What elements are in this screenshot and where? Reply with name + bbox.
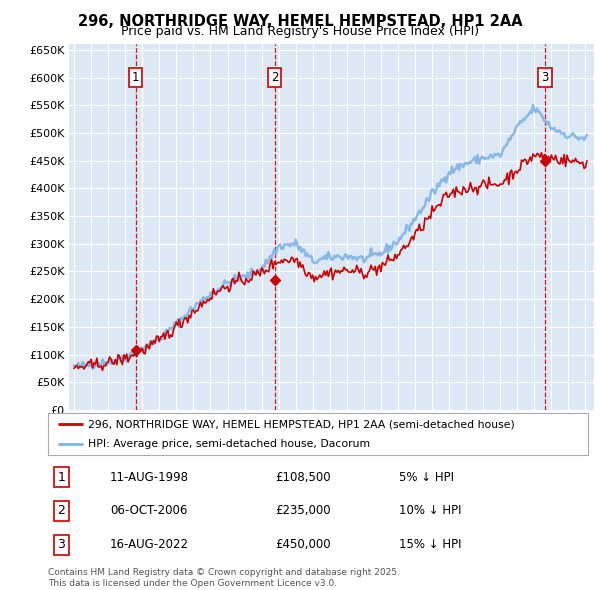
Text: £108,500: £108,500 xyxy=(275,471,331,484)
Text: 11-AUG-1998: 11-AUG-1998 xyxy=(110,471,189,484)
Text: 06-OCT-2006: 06-OCT-2006 xyxy=(110,504,187,517)
Text: 296, NORTHRIDGE WAY, HEMEL HEMPSTEAD, HP1 2AA: 296, NORTHRIDGE WAY, HEMEL HEMPSTEAD, HP… xyxy=(77,14,523,28)
Text: 15% ↓ HPI: 15% ↓ HPI xyxy=(399,538,461,551)
Text: 1: 1 xyxy=(132,71,139,84)
Text: 10% ↓ HPI: 10% ↓ HPI xyxy=(399,504,461,517)
Text: 2: 2 xyxy=(58,504,65,517)
Text: 3: 3 xyxy=(58,538,65,551)
Text: 1: 1 xyxy=(58,471,65,484)
Text: 5% ↓ HPI: 5% ↓ HPI xyxy=(399,471,454,484)
Text: £235,000: £235,000 xyxy=(275,504,331,517)
Text: 296, NORTHRIDGE WAY, HEMEL HEMPSTEAD, HP1 2AA (semi-detached house): 296, NORTHRIDGE WAY, HEMEL HEMPSTEAD, HP… xyxy=(89,419,515,429)
Text: Contains HM Land Registry data © Crown copyright and database right 2025.
This d: Contains HM Land Registry data © Crown c… xyxy=(48,568,400,588)
Text: 16-AUG-2022: 16-AUG-2022 xyxy=(110,538,189,551)
Text: 2: 2 xyxy=(271,71,278,84)
Text: £450,000: £450,000 xyxy=(275,538,331,551)
Text: Price paid vs. HM Land Registry's House Price Index (HPI): Price paid vs. HM Land Registry's House … xyxy=(121,25,479,38)
Text: HPI: Average price, semi-detached house, Dacorum: HPI: Average price, semi-detached house,… xyxy=(89,440,371,450)
Text: 3: 3 xyxy=(541,71,548,84)
